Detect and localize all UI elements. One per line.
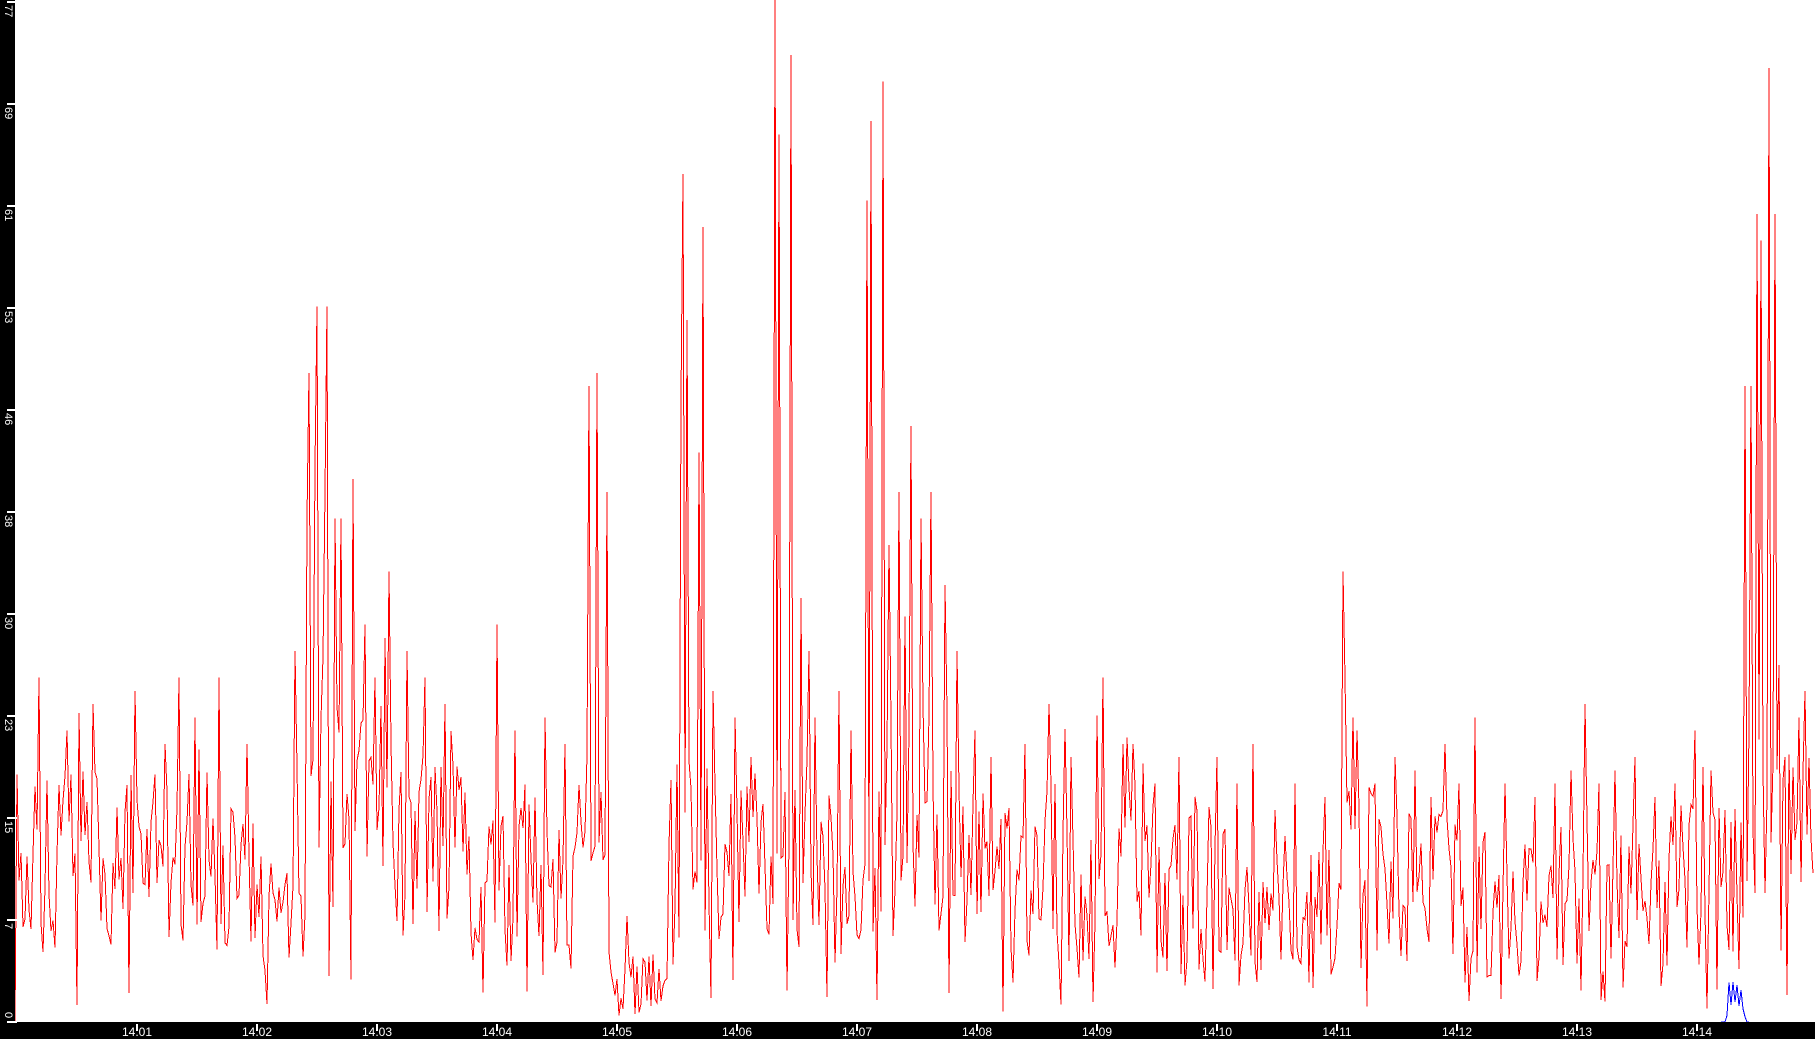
x-tick bbox=[1696, 1024, 1698, 1031]
y-tick-label: 46 bbox=[2, 413, 14, 426]
y-axis-bar bbox=[0, 0, 15, 1039]
x-tick-label: 14:06 bbox=[721, 1025, 753, 1039]
x-tick bbox=[976, 1024, 978, 1031]
x-tick-label: 14:07 bbox=[841, 1025, 873, 1039]
y-tick-label: 69 bbox=[2, 107, 14, 120]
y-tick bbox=[7, 409, 17, 411]
x-tick-label: 14:10 bbox=[1201, 1025, 1233, 1039]
x-tick-label: 14:08 bbox=[961, 1025, 993, 1039]
x-tick bbox=[1456, 1024, 1458, 1031]
x-axis-ticks bbox=[136, 1024, 1698, 1031]
y-tick-label: 15 bbox=[2, 821, 14, 834]
x-tick bbox=[496, 1024, 498, 1031]
x-tick-label: 14:11 bbox=[1322, 1025, 1352, 1039]
x-tick bbox=[1096, 1024, 1098, 1031]
y-tick-label: 38 bbox=[2, 515, 14, 528]
y-tick bbox=[7, 1021, 17, 1023]
x-tick bbox=[616, 1024, 618, 1031]
y-tick bbox=[7, 613, 17, 615]
x-tick-label: 14:12 bbox=[1441, 1025, 1473, 1039]
y-tick bbox=[7, 307, 17, 309]
x-tick bbox=[736, 1024, 738, 1031]
x-tick bbox=[1216, 1024, 1218, 1031]
x-tick-label: 14:14 bbox=[1681, 1025, 1713, 1039]
blue-series-line bbox=[1721, 982, 1749, 1023]
y-tick bbox=[7, 511, 17, 513]
x-tick bbox=[376, 1024, 378, 1031]
y-tick-label: 61 bbox=[2, 209, 14, 222]
x-axis-bar bbox=[0, 1022, 1815, 1039]
x-tick bbox=[856, 1024, 858, 1031]
x-tick bbox=[136, 1024, 138, 1031]
y-tick bbox=[7, 103, 17, 105]
y-tick bbox=[7, 817, 17, 819]
y-tick-label: 30 bbox=[2, 617, 14, 630]
y-tick-label: 7 bbox=[2, 923, 14, 930]
x-tick bbox=[256, 1024, 258, 1031]
y-tick-label: 0 bbox=[2, 1012, 14, 1019]
red-series-line bbox=[14, 0, 1814, 1023]
y-tick bbox=[7, 1, 17, 3]
y-axis-ticks bbox=[7, 1, 17, 1023]
y-tick-label: 23 bbox=[2, 719, 14, 732]
y-tick bbox=[7, 205, 17, 207]
y-tick-label: 77 bbox=[2, 5, 14, 18]
x-tick-label: 14:09 bbox=[1081, 1025, 1113, 1039]
y-tick-label: 53 bbox=[2, 311, 14, 324]
x-tick bbox=[1576, 1024, 1578, 1031]
x-tick-label: 14:03 bbox=[361, 1025, 393, 1039]
x-tick-label: 14:05 bbox=[601, 1025, 633, 1039]
x-tick-label: 14:02 bbox=[241, 1025, 273, 1039]
y-tick bbox=[7, 919, 17, 921]
x-tick-label: 14:04 bbox=[481, 1025, 513, 1039]
x-tick-label: 14:01 bbox=[121, 1025, 153, 1039]
x-tick bbox=[1336, 1024, 1338, 1031]
y-tick bbox=[7, 715, 17, 717]
x-tick-label: 14:13 bbox=[1561, 1025, 1593, 1039]
